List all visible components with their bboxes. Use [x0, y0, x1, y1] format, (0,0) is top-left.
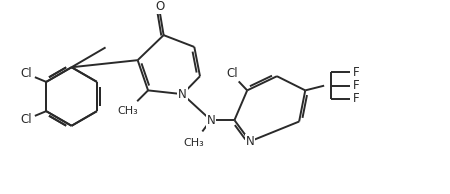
Text: F: F: [352, 66, 359, 79]
Text: N: N: [178, 88, 187, 101]
Text: CH₃: CH₃: [117, 106, 138, 116]
Text: N: N: [246, 135, 254, 148]
Text: F: F: [352, 92, 359, 105]
Text: N: N: [207, 114, 215, 127]
Text: Cl: Cl: [21, 113, 32, 126]
Text: Cl: Cl: [226, 67, 238, 80]
Text: Cl: Cl: [21, 67, 32, 80]
Text: CH₃: CH₃: [184, 138, 204, 148]
Text: O: O: [155, 0, 164, 13]
Text: F: F: [352, 79, 359, 92]
